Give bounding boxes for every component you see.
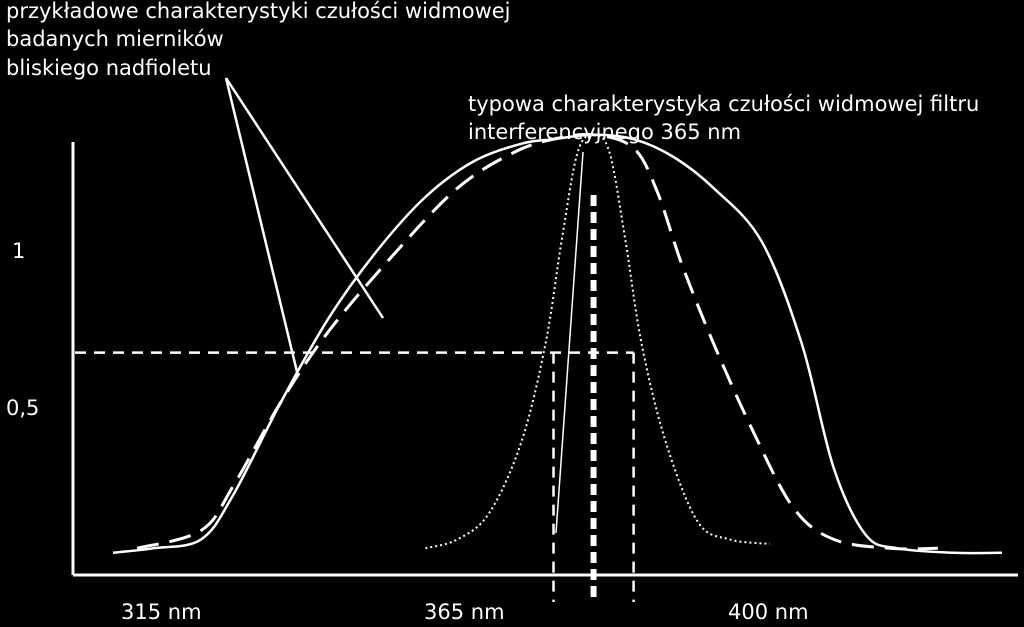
series-dashed-curve — [136, 132, 938, 551]
y-tick-label-0-5: 0,5 — [6, 396, 40, 420]
y-tick-label-1: 1 — [12, 239, 26, 263]
filter-annotation: typowa charakterystyka czułości widmowej… — [468, 92, 980, 145]
x-tick-label-315: 315 nm — [121, 600, 202, 624]
meters-leader-line-1 — [224, 77, 300, 377]
x-tick-label-400: 400 nm — [728, 600, 809, 624]
meters-leader-line-2 — [224, 77, 385, 319]
x-tick-label-365: 365 nm — [424, 600, 505, 624]
series-solid-curve — [112, 133, 1003, 555]
series-dotted-curve — [425, 133, 770, 550]
filter-leader-line — [555, 151, 584, 534]
meters-annotation: przykładowe charakterystyki czułości wid… — [6, 0, 511, 80]
